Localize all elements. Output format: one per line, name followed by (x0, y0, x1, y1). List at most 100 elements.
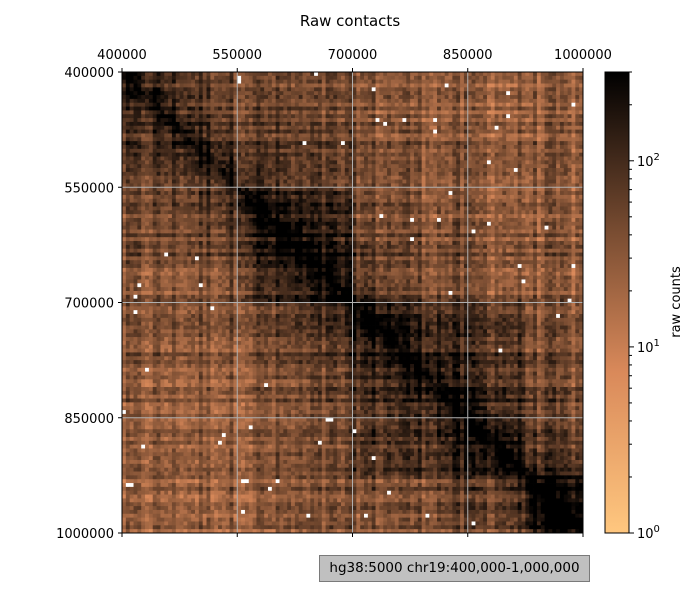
heatmap-cell (406, 98, 411, 104)
heatmap-cell (490, 160, 496, 165)
heatmap-cell (317, 98, 323, 104)
heatmap-cell (383, 191, 388, 196)
heatmap-cell (429, 91, 434, 96)
heatmap-cell (387, 229, 392, 234)
heatmap-cell (291, 110, 296, 115)
heatmap-cell (202, 91, 207, 96)
heatmap-cell (168, 106, 173, 111)
heatmap-cell (302, 148, 307, 154)
heatmap-cell (321, 194, 327, 200)
heatmap-cell (579, 152, 584, 157)
heatmap-cell (390, 79, 396, 84)
heatmap-cell (206, 156, 211, 161)
heatmap-cell (367, 72, 373, 77)
heatmap-cell (252, 125, 257, 131)
heatmap-cell (544, 83, 549, 88)
heatmap-cell (548, 141, 553, 146)
heatmap-cell (444, 148, 449, 154)
heatmap-cell (406, 183, 411, 188)
heatmap-cell (425, 160, 430, 165)
heatmap-cell (559, 83, 565, 88)
heatmap-cell (214, 160, 219, 165)
heatmap-cell (317, 125, 323, 131)
heatmap-cell (475, 191, 480, 196)
heatmap-cell (218, 91, 223, 96)
heatmap-cell (375, 210, 380, 215)
heatmap-cell (291, 102, 296, 107)
heatmap-cell (513, 121, 519, 127)
heatmap-cell (567, 106, 572, 111)
heatmap-cell (148, 148, 154, 154)
heatmap-cell (356, 225, 361, 230)
heatmap-cell (275, 229, 280, 234)
heatmap-cell (241, 125, 246, 131)
heatmap-cell (156, 164, 161, 169)
heatmap-cell (141, 75, 146, 81)
heatmap-cell (448, 75, 453, 81)
heatmap-cell (494, 214, 499, 219)
heatmap-cell (529, 110, 534, 115)
heatmap-cell (210, 168, 215, 173)
heatmap-cell (506, 129, 511, 134)
heatmap-cell (390, 168, 396, 173)
heatmap-cell (310, 125, 315, 131)
heatmap-cell (156, 183, 161, 188)
heatmap-cell (156, 198, 161, 204)
heatmap-cell (225, 137, 230, 142)
heatmap-cell (394, 156, 399, 161)
heatmap-cell (214, 102, 219, 107)
heatmap-cell (548, 75, 553, 81)
heatmap-cell (567, 125, 572, 131)
heatmap-cell (260, 79, 265, 84)
heatmap-cell (444, 91, 449, 96)
heatmap-cell (198, 137, 204, 142)
heatmap-cell (510, 87, 515, 92)
heatmap-cell (229, 75, 234, 81)
heatmap-cell (194, 87, 200, 92)
heatmap-cell (529, 102, 534, 107)
heatmap-cell (164, 75, 169, 81)
heatmap-cell (302, 83, 307, 88)
heatmap-cell (264, 225, 269, 230)
heatmap-cell (152, 217, 157, 223)
heatmap-cell (387, 152, 392, 157)
heatmap-cell (129, 221, 134, 227)
heatmap-cell (244, 144, 250, 150)
heatmap-cell (122, 91, 127, 96)
heatmap-cell (337, 221, 342, 227)
heatmap-cell (367, 187, 373, 192)
heatmap-cell (325, 87, 330, 92)
heatmap-cell (498, 95, 503, 100)
heatmap-cell (187, 229, 192, 234)
heatmap-cell (406, 217, 411, 223)
heatmap-cell (248, 175, 254, 180)
heatmap-cell (148, 125, 154, 131)
heatmap-cell (417, 110, 423, 115)
heatmap-cell (367, 125, 373, 131)
heatmap-cell (486, 171, 492, 177)
heatmap-cell (444, 79, 449, 84)
heatmap-cell (229, 179, 234, 184)
heatmap-cell (122, 98, 127, 104)
heatmap-cell (137, 225, 142, 230)
heatmap-cell (317, 144, 323, 150)
heatmap-cell (486, 79, 492, 84)
heatmap-cell (164, 217, 169, 223)
heatmap-cell (248, 206, 254, 211)
heatmap-cell (260, 168, 265, 173)
heatmap-cell (340, 98, 346, 104)
heatmap-cell (348, 214, 353, 219)
heatmap-cell (164, 79, 169, 84)
heatmap-cell (221, 91, 227, 96)
heatmap-cell (302, 133, 307, 138)
heatmap-cell (444, 87, 449, 92)
heatmap-cell (440, 175, 446, 180)
heatmap-cell (521, 175, 526, 180)
heatmap-cell (202, 183, 207, 188)
heatmap-cell (525, 148, 530, 154)
heatmap-cell (310, 141, 315, 146)
heatmap-cell (463, 198, 469, 204)
heatmap-cell (122, 179, 127, 184)
heatmap-cell (390, 175, 396, 180)
heatmap-cell (371, 191, 376, 196)
